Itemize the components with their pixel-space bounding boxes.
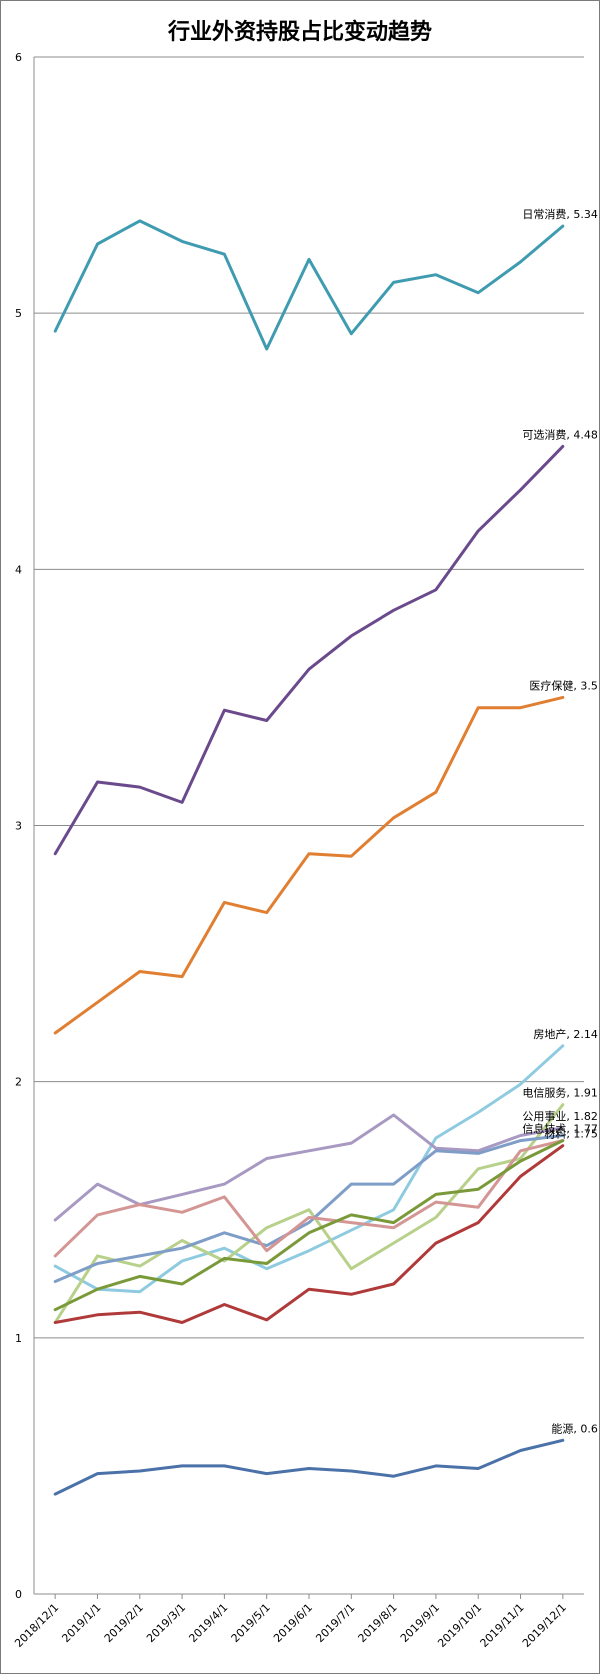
x-tick-label: 2019/5/1 [229,1601,273,1645]
series-line-4 [53,1044,565,1294]
y-tick-label: 6 [15,51,22,64]
data-label: 电信服务, 1.91 [522,1087,598,1100]
data-label: 公用事业, 1.82 [522,1110,598,1123]
x-tick-label: 2019/10/1 [435,1601,484,1650]
y-tick-label: 0 [15,1588,22,1601]
series-line-2 [53,444,565,856]
x-tick-label: 2019/11/1 [478,1601,527,1650]
series-line-7 [53,1134,565,1283]
data-label: 房地产, 2.14 [533,1027,598,1041]
series-line-3 [53,695,565,1035]
data-label: 材料, 1.75 [544,1127,598,1141]
series-line-11 [53,1438,565,1496]
data-label: 能源, 0.6 [551,1421,598,1435]
x-tick-label: 2019/4/1 [186,1601,230,1645]
x-tick-label: 2019/12/1 [520,1601,569,1650]
x-tick-label: 2019/3/1 [144,1601,188,1645]
x-tick-label: 2018/12/1 [12,1601,61,1650]
y-tick-label: 2 [15,1076,22,1089]
x-tick-label: 2019/9/1 [398,1601,442,1645]
series-line-10 [53,1144,565,1324]
series-line-8 [53,1139,565,1258]
y-tick-label: 4 [15,563,22,576]
y-tick-label: 5 [15,307,22,320]
x-tick-label: 2019/2/1 [102,1601,146,1645]
data-label: 日常消费, 5.34 [522,207,598,221]
series-line-1 [53,219,565,351]
y-tick-label: 1 [15,1332,22,1345]
x-tick-label: 2019/6/1 [271,1601,315,1645]
series-line-5 [53,1103,565,1324]
x-tick-label: 2019/1/1 [59,1601,103,1645]
data-label: 医疗保健, 3.5 [529,678,598,692]
data-label: 可选消费, 4.48 [522,427,598,441]
chart-title: 行业外资持股占比变动趋势 [167,20,432,45]
data-label: 信息技术, 1.77 [522,1122,598,1136]
y-tick-label: 3 [15,820,22,833]
series-line-9 [53,1139,565,1312]
x-tick-label: 2019/8/1 [356,1601,400,1645]
x-tick-label: 2019/7/1 [313,1601,357,1645]
